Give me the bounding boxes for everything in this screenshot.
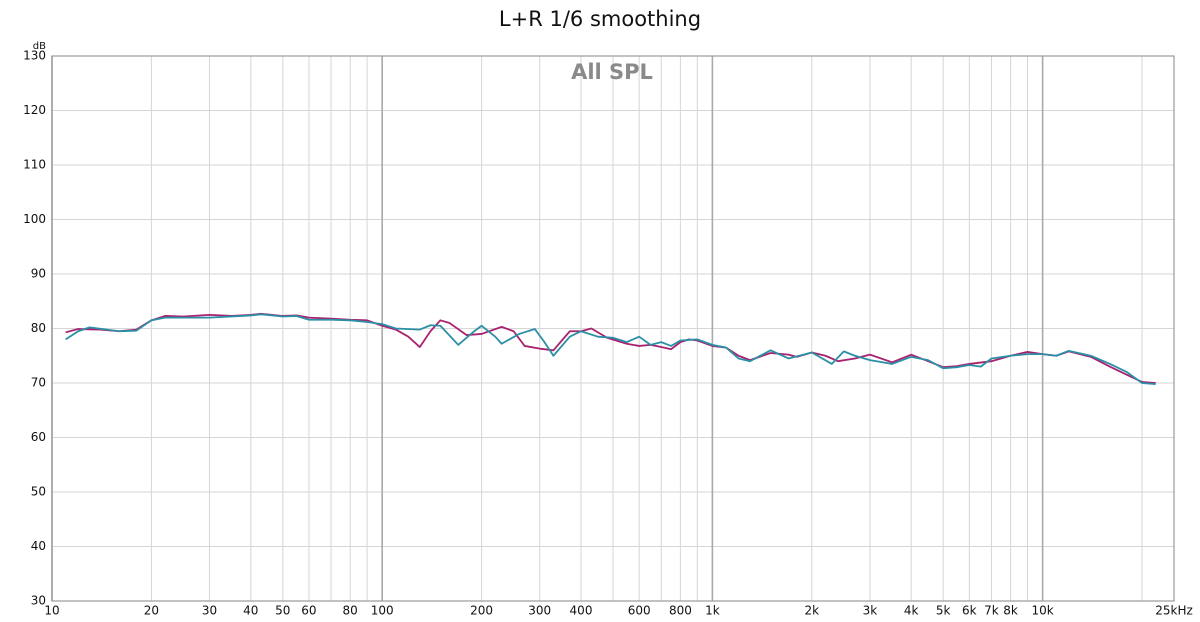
x-tick-label: 3k (863, 604, 878, 618)
y-tick-label: 80 (31, 321, 46, 335)
y-tick-label: 30 (31, 594, 46, 608)
annotation: All SPL (571, 60, 653, 84)
plot-frame (51, 55, 1175, 602)
y-tick-label: 50 (31, 485, 46, 499)
x-tick-label: 2k (805, 604, 820, 618)
x-tick-label: 800 (669, 604, 692, 618)
x-tick-label: 25kHz (1155, 604, 1193, 618)
y-tick-label: 120 (23, 103, 46, 117)
x-tick-label: 7k (984, 604, 999, 618)
x-tick-label: 400 (570, 604, 593, 618)
y-tick-label: 130 (23, 49, 46, 63)
y-tick-label: 90 (31, 267, 46, 281)
series-line (65, 313, 1156, 385)
x-tick-label: 100 (371, 604, 394, 618)
x-tick-label: 200 (470, 604, 493, 618)
x-tick-label: 600 (628, 604, 651, 618)
x-tick-label: 5k (936, 604, 951, 618)
y-tick-label: 70 (31, 376, 46, 390)
x-tick-label: 80 (343, 604, 358, 618)
y-axis-label: dB (33, 41, 46, 52)
x-tick-label: 50 (275, 604, 290, 618)
y-tick-label: 100 (23, 212, 46, 226)
x-tick-label: 1k (705, 604, 720, 618)
y-tick-label: 60 (31, 430, 46, 444)
x-tick-label: 20 (144, 604, 159, 618)
y-tick-label: 110 (23, 158, 46, 172)
x-tick-label: 6k (962, 604, 977, 618)
chart-title: L+R 1/6 smoothing (499, 7, 701, 31)
x-tick-label: 60 (301, 604, 316, 618)
x-tick-label: 10 (44, 604, 59, 618)
x-tick-label: 4k (904, 604, 919, 618)
y-tick-label: 40 (31, 539, 46, 553)
x-tick-label: 10k (1031, 604, 1053, 618)
x-tick-label: 300 (528, 604, 551, 618)
x-tick-label: 40 (243, 604, 258, 618)
x-tick-label: 8k (1003, 604, 1018, 618)
x-tick-label: 30 (202, 604, 217, 618)
